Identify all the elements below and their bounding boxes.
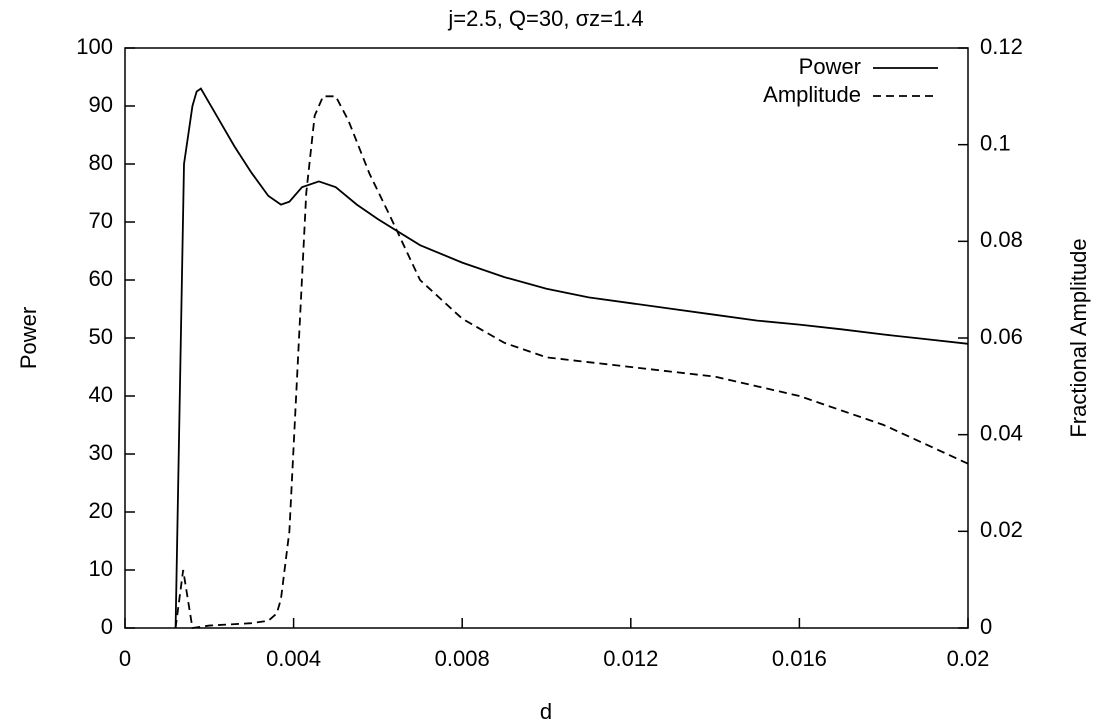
y-tick-label: 60 [89, 266, 113, 291]
x-tick-label: 0.016 [772, 646, 827, 671]
y2-axis-label: Fractional Amplitude [1066, 238, 1091, 437]
y-tick-label: 30 [89, 440, 113, 465]
y2-tick-label: 0.06 [980, 324, 1023, 349]
y2-tick-label: 0 [980, 614, 992, 639]
y-axis-label: Power [16, 307, 41, 369]
y2-tick-label: 0.12 [980, 34, 1023, 59]
series-line [174, 87, 969, 629]
y-tick-label: 50 [89, 324, 113, 349]
y-tick-label: 40 [89, 382, 113, 407]
y-tick-label: 80 [89, 150, 113, 175]
y2-tick-label: 0.08 [980, 227, 1023, 252]
x-tick-label: 0.008 [435, 646, 490, 671]
y2-tick-label: 0.1 [980, 130, 1011, 155]
legend-label: Amplitude [763, 82, 861, 107]
series-line [174, 95, 969, 630]
y-tick-label: 20 [89, 498, 113, 523]
x-tick-label: 0.02 [947, 646, 990, 671]
plot-frame [124, 47, 969, 629]
x-axis-label: d [540, 699, 552, 724]
x-tick-label: 0 [119, 646, 131, 671]
y-tick-label: 70 [89, 208, 113, 233]
y2-tick-label: 0.04 [980, 420, 1023, 445]
x-tick-label: 0.004 [266, 646, 321, 671]
y-tick-label: 90 [89, 92, 113, 117]
x-tick-label: 0.012 [603, 646, 658, 671]
y-tick-label: 10 [89, 556, 113, 581]
chart-title: j=2.5, Q=30, σz=1.4 [447, 6, 643, 31]
legend-label: Power [799, 54, 861, 79]
y-tick-label: 0 [101, 614, 113, 639]
y2-tick-label: 0.02 [980, 517, 1023, 542]
y-tick-label: 100 [76, 34, 113, 59]
